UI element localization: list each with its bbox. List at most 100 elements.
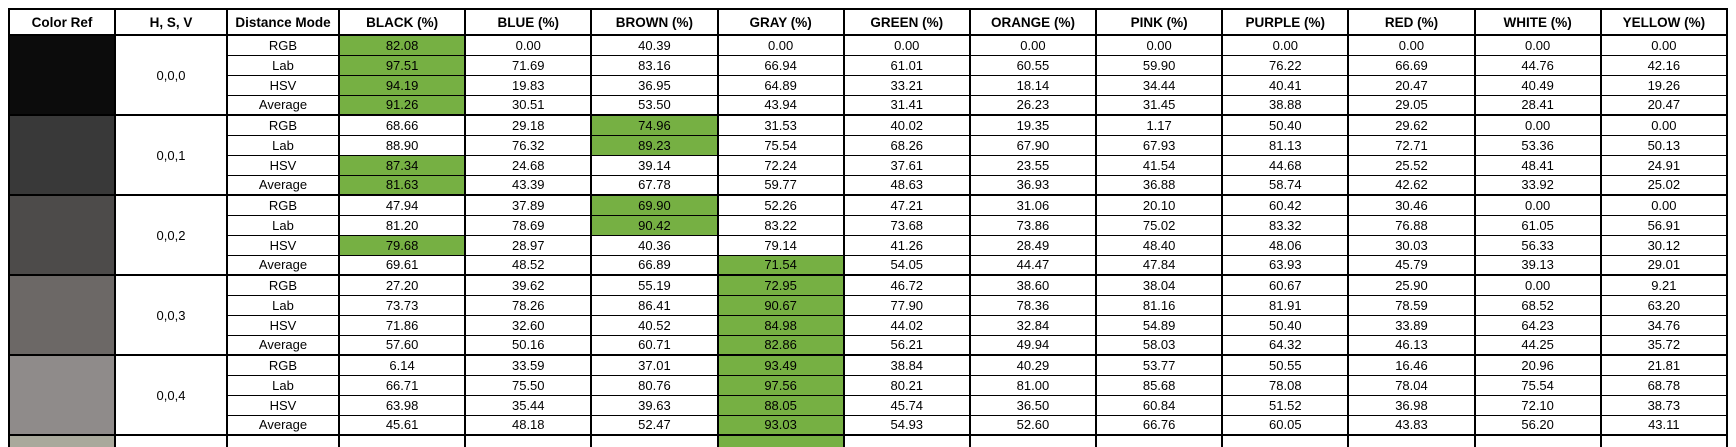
value-cell[interactable]: 87.34	[337, 154, 467, 176]
value-cell[interactable]: 50.16	[464, 334, 593, 356]
value-cell[interactable]: 63.93	[1221, 254, 1350, 276]
value-cell[interactable]: 38.73	[1599, 394, 1729, 416]
value-cell[interactable]: 37.61	[842, 154, 971, 176]
value-cell[interactable]: 38.60	[968, 274, 1098, 296]
distance-mode-cell[interactable]: Lab	[226, 134, 340, 156]
color-swatch-next[interactable]	[8, 434, 116, 447]
value-cell[interactable]: 84.98	[716, 314, 845, 336]
value-cell[interactable]: 0.00	[1347, 34, 1476, 56]
value-cell[interactable]: 57.60	[337, 334, 467, 356]
value-cell[interactable]	[968, 434, 1098, 447]
value-cell[interactable]	[842, 434, 971, 447]
value-cell[interactable]: 0.00	[1473, 194, 1602, 216]
value-cell[interactable]: 25.52	[1347, 154, 1476, 176]
value-cell[interactable]: 52.60	[968, 414, 1098, 436]
value-cell[interactable]: 52.47	[590, 414, 719, 436]
value-cell[interactable]: 52.26	[716, 194, 845, 216]
value-cell[interactable]: 48.63	[842, 174, 971, 196]
value-cell[interactable]: 58.74	[1221, 174, 1350, 196]
value-cell[interactable]: 75.54	[716, 134, 845, 156]
value-cell[interactable]: 54.89	[1095, 314, 1224, 336]
hsv-cell[interactable]	[114, 434, 228, 447]
value-cell[interactable]: 66.89	[590, 254, 719, 276]
value-cell[interactable]: 40.29	[968, 354, 1098, 376]
distance-mode-cell[interactable]: Lab	[226, 214, 340, 236]
value-cell[interactable]: 29.05	[1347, 94, 1476, 116]
column-header-h-s-v[interactable]: H, S, V	[114, 8, 228, 36]
value-cell[interactable]: 38.04	[1095, 274, 1224, 296]
value-cell[interactable]: 9.21	[1599, 274, 1729, 296]
value-cell[interactable]: 67.78	[590, 174, 719, 196]
value-cell[interactable]: 40.36	[590, 234, 719, 256]
value-cell[interactable]: 55.19	[590, 274, 719, 296]
value-cell[interactable]: 81.20	[337, 214, 467, 236]
value-cell[interactable]: 81.13	[1221, 134, 1350, 156]
value-cell[interactable]: 60.71	[590, 334, 719, 356]
value-cell[interactable]	[1599, 434, 1729, 447]
value-cell[interactable]: 83.22	[716, 214, 845, 236]
value-cell[interactable]: 47.84	[1095, 254, 1224, 276]
value-cell[interactable]: 50.40	[1221, 114, 1350, 136]
value-cell[interactable]: 44.47	[968, 254, 1098, 276]
value-cell[interactable]: 59.77	[716, 174, 845, 196]
distance-mode-cell[interactable]: Lab	[226, 294, 340, 316]
value-cell[interactable]: 68.26	[842, 134, 971, 156]
value-cell[interactable]	[1095, 434, 1224, 447]
value-cell[interactable]: 46.72	[842, 274, 971, 296]
color-swatch-0-0-2[interactable]	[8, 194, 116, 276]
value-cell[interactable]: 75.54	[1473, 374, 1602, 396]
distance-mode-cell[interactable]: Lab	[226, 374, 340, 396]
value-cell[interactable]: 67.90	[968, 134, 1098, 156]
value-cell[interactable]: 53.50	[590, 94, 719, 116]
value-cell[interactable]: 78.69	[464, 214, 593, 236]
value-cell[interactable]: 75.02	[1095, 214, 1224, 236]
value-cell[interactable]: 20.47	[1347, 74, 1476, 96]
column-header-distance-mode[interactable]: Distance Mode	[226, 8, 340, 36]
value-cell[interactable]: 67.93	[1095, 134, 1224, 156]
column-header-red[interactable]: RED (%)	[1347, 8, 1476, 36]
column-header-orange[interactable]: ORANGE (%)	[968, 8, 1098, 36]
value-cell[interactable]: 61.05	[1473, 214, 1602, 236]
value-cell[interactable]: 89.23	[590, 134, 719, 156]
value-cell[interactable]: 43.11	[1599, 414, 1729, 436]
value-cell[interactable]: 64.23	[1473, 314, 1602, 336]
value-cell[interactable]: 56.33	[1473, 234, 1602, 256]
value-cell[interactable]: 0.00	[1599, 34, 1729, 56]
column-header-pink[interactable]: PINK (%)	[1095, 8, 1224, 36]
value-cell[interactable]: 56.20	[1473, 414, 1602, 436]
value-cell[interactable]: 44.76	[1473, 54, 1602, 76]
value-cell[interactable]: 63.20	[1599, 294, 1729, 316]
value-cell[interactable]: 56.91	[1599, 214, 1729, 236]
value-cell[interactable]: 0.00	[1473, 34, 1602, 56]
value-cell[interactable]: 76.22	[1221, 54, 1350, 76]
value-cell[interactable]: 0.00	[1473, 114, 1602, 136]
value-cell[interactable]: 40.41	[1221, 74, 1350, 96]
value-cell[interactable]: 80.21	[842, 374, 971, 396]
value-cell[interactable]: 0.00	[464, 34, 593, 56]
value-cell[interactable]: 31.41	[842, 94, 971, 116]
value-cell[interactable]: 64.89	[716, 74, 845, 96]
value-cell[interactable]: 72.10	[1473, 394, 1602, 416]
value-cell[interactable]: 60.05	[1221, 414, 1350, 436]
value-cell[interactable]: 29.18	[464, 114, 593, 136]
value-cell[interactable]: 79.68	[337, 234, 467, 256]
value-cell[interactable]: 81.16	[1095, 294, 1224, 316]
value-cell[interactable]: 97.51	[337, 54, 467, 76]
distance-mode-cell[interactable]: Lab	[226, 54, 340, 76]
value-cell[interactable]	[337, 434, 467, 447]
value-cell[interactable]: 77.90	[842, 294, 971, 316]
value-cell[interactable]: 78.08	[1221, 374, 1350, 396]
value-cell[interactable]: 45.74	[842, 394, 971, 416]
value-cell[interactable]: 47.94	[337, 194, 467, 216]
value-cell[interactable]: 36.50	[968, 394, 1098, 416]
value-cell[interactable]: 0.00	[1095, 34, 1224, 56]
value-cell[interactable]: 32.84	[968, 314, 1098, 336]
value-cell[interactable]: 60.84	[1095, 394, 1224, 416]
value-cell[interactable]: 68.78	[1599, 374, 1729, 396]
value-cell[interactable]: 48.40	[1095, 234, 1224, 256]
distance-mode-cell[interactable]: RGB	[226, 274, 340, 296]
distance-mode-cell[interactable]: HSV	[226, 234, 340, 256]
value-cell[interactable]: 59.90	[1095, 54, 1224, 76]
column-header-color-ref[interactable]: Color Ref	[8, 8, 116, 36]
value-cell[interactable]: 35.72	[1599, 334, 1729, 356]
